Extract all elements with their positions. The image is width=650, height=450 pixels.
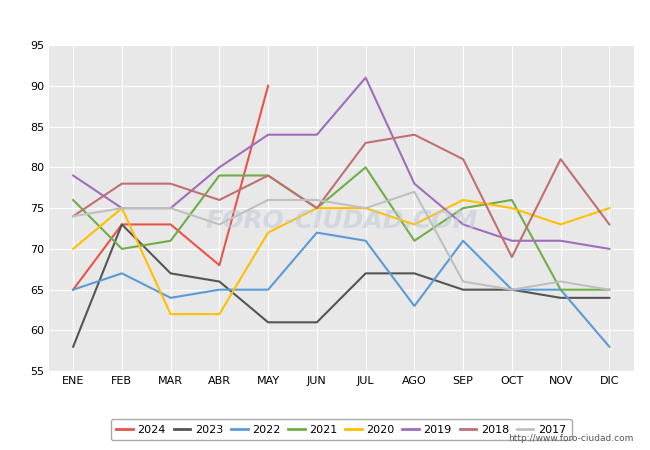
Text: http://www.foro-ciudad.com: http://www.foro-ciudad.com — [508, 434, 634, 443]
Text: FORO-CIUDAD.COM: FORO-CIUDAD.COM — [205, 209, 478, 233]
Text: Afiliados en Marchal a 31/5/2024: Afiliados en Marchal a 31/5/2024 — [194, 13, 456, 28]
Legend: 2024, 2023, 2022, 2021, 2020, 2019, 2018, 2017: 2024, 2023, 2022, 2021, 2020, 2019, 2018… — [111, 419, 571, 441]
